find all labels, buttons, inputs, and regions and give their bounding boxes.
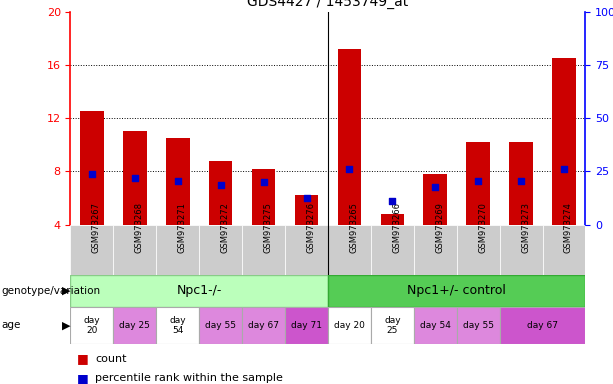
Text: Npc1+/- control: Npc1+/- control xyxy=(407,285,506,297)
Text: GSM973266: GSM973266 xyxy=(392,202,402,253)
Bar xyxy=(70,275,328,307)
Text: GSM973271: GSM973271 xyxy=(178,202,187,253)
Bar xyxy=(242,225,285,275)
Bar xyxy=(295,195,318,225)
Bar xyxy=(156,307,199,344)
Point xyxy=(87,171,97,177)
Bar xyxy=(414,225,457,275)
Bar xyxy=(113,307,156,344)
Text: day
20: day 20 xyxy=(83,316,101,335)
Bar xyxy=(209,161,232,225)
Point xyxy=(516,178,526,184)
Bar xyxy=(381,214,404,225)
Text: day 55: day 55 xyxy=(463,321,493,330)
Text: GSM973273: GSM973273 xyxy=(521,202,530,253)
Text: percentile rank within the sample: percentile rank within the sample xyxy=(95,373,283,383)
Point xyxy=(473,178,483,184)
Bar xyxy=(285,225,328,275)
Text: Npc1-/-: Npc1-/- xyxy=(177,285,222,297)
Text: day 54: day 54 xyxy=(420,321,451,330)
Text: GSM973269: GSM973269 xyxy=(435,202,444,253)
Point xyxy=(130,175,140,181)
Text: day 55: day 55 xyxy=(205,321,236,330)
Point xyxy=(259,179,268,185)
Text: age: age xyxy=(1,320,21,331)
Bar xyxy=(328,225,371,275)
Bar xyxy=(199,225,242,275)
Bar xyxy=(123,131,147,225)
Text: GSM973276: GSM973276 xyxy=(306,202,316,253)
Bar xyxy=(328,307,371,344)
Bar xyxy=(457,307,500,344)
Bar xyxy=(242,307,285,344)
Text: ▶: ▶ xyxy=(62,286,70,296)
Text: GSM973274: GSM973274 xyxy=(564,202,573,253)
Text: genotype/variation: genotype/variation xyxy=(1,286,101,296)
Bar xyxy=(199,307,242,344)
Bar xyxy=(156,225,199,275)
Bar xyxy=(414,307,457,344)
Bar xyxy=(166,138,189,225)
Bar xyxy=(70,307,113,344)
Text: day 67: day 67 xyxy=(527,321,558,330)
Bar xyxy=(338,49,361,225)
Bar xyxy=(80,111,104,225)
Bar xyxy=(500,307,585,344)
Text: day
25: day 25 xyxy=(384,316,401,335)
Text: day 20: day 20 xyxy=(334,321,365,330)
Point xyxy=(559,166,569,172)
Text: GSM973268: GSM973268 xyxy=(135,202,144,253)
Point xyxy=(216,182,226,188)
Point xyxy=(302,195,311,201)
Bar xyxy=(500,225,543,275)
Text: GSM973265: GSM973265 xyxy=(349,202,359,253)
Text: GSM973270: GSM973270 xyxy=(478,202,487,253)
Point xyxy=(387,198,397,204)
Bar xyxy=(457,225,500,275)
Text: day 71: day 71 xyxy=(291,321,322,330)
Text: GSM973272: GSM973272 xyxy=(221,202,230,253)
Text: ■: ■ xyxy=(77,353,88,366)
Bar xyxy=(466,142,490,225)
Bar xyxy=(285,307,328,344)
Text: day 67: day 67 xyxy=(248,321,279,330)
Bar xyxy=(552,58,576,225)
Point xyxy=(430,184,440,190)
Point xyxy=(173,178,183,184)
Text: GSM973275: GSM973275 xyxy=(264,202,273,253)
Bar xyxy=(70,225,113,275)
Bar xyxy=(371,307,414,344)
Bar xyxy=(371,225,414,275)
Title: GDS4427 / 1453749_at: GDS4427 / 1453749_at xyxy=(247,0,409,9)
Point xyxy=(345,166,354,172)
Bar xyxy=(424,174,447,225)
Text: count: count xyxy=(95,354,126,364)
Bar xyxy=(509,142,533,225)
Text: ■: ■ xyxy=(77,372,88,384)
Bar xyxy=(113,225,156,275)
Bar xyxy=(543,225,585,275)
Text: ▶: ▶ xyxy=(62,320,70,331)
Text: GSM973267: GSM973267 xyxy=(92,202,101,253)
Bar xyxy=(328,275,585,307)
Text: day 25: day 25 xyxy=(120,321,150,330)
Text: day
54: day 54 xyxy=(169,316,186,335)
Bar xyxy=(252,169,275,225)
